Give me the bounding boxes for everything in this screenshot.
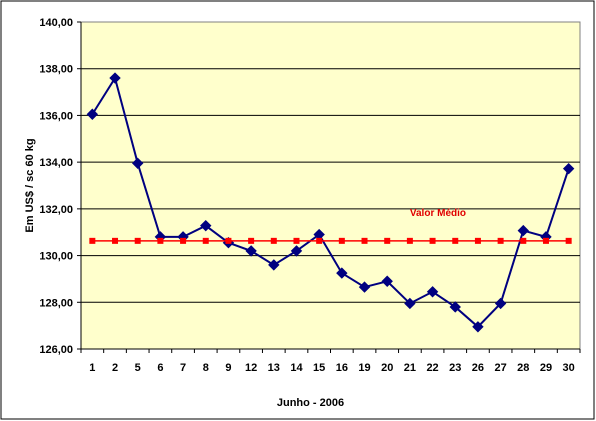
price-point	[86, 108, 99, 120]
average-annotation: Valor Médio	[410, 208, 466, 219]
average-point	[361, 237, 368, 244]
x-tick-label: 9	[225, 362, 231, 374]
y-tick-label: 140,00	[39, 17, 73, 29]
price-point	[426, 286, 439, 298]
price-point	[562, 162, 575, 175]
x-tick-label: 1	[89, 362, 95, 374]
average-point	[180, 237, 187, 244]
y-tick-label: 136,00	[39, 110, 73, 122]
x-tick-label: 8	[203, 362, 209, 374]
x-axis-title: Junho - 2006	[277, 397, 344, 409]
price-point	[131, 157, 144, 170]
average-point	[225, 237, 232, 244]
average-point	[452, 237, 459, 244]
price-point	[336, 267, 348, 279]
average-point	[270, 237, 277, 244]
average-point	[565, 237, 572, 244]
y-tick-label: 128,00	[39, 297, 73, 309]
x-tick-label: 29	[540, 362, 552, 374]
x-tick-label: 28	[517, 362, 529, 374]
x-tick-label: 12	[245, 362, 257, 374]
price-point	[404, 297, 416, 310]
average-point	[202, 237, 209, 244]
x-tick-label: 26	[472, 362, 484, 374]
average-point	[520, 237, 527, 244]
y-tick-label: 132,00	[39, 204, 73, 216]
x-tick-label: 22	[426, 362, 438, 374]
price-point	[290, 245, 303, 257]
average-point	[497, 237, 504, 244]
y-tick-label: 134,00	[39, 157, 73, 169]
average-point	[89, 237, 96, 244]
average-point	[112, 237, 119, 244]
average-point	[429, 237, 436, 244]
x-tick-label: 30	[563, 362, 575, 374]
x-tick-label: 15	[313, 362, 325, 374]
y-tick-label: 130,00	[39, 251, 73, 263]
average-point	[157, 237, 164, 244]
average-point	[248, 237, 255, 244]
series-layer	[86, 72, 575, 333]
average-point	[293, 237, 300, 244]
x-tick-label: 19	[358, 362, 370, 374]
price-point	[109, 72, 121, 84]
x-tick-label: 16	[336, 362, 348, 374]
average-point	[542, 237, 549, 244]
average-series	[89, 237, 572, 244]
average-point	[384, 237, 391, 244]
price-line	[91, 75, 570, 329]
x-tick-label: 7	[180, 362, 186, 374]
plot-area	[80, 21, 581, 350]
price-series	[86, 72, 575, 333]
average-point	[316, 237, 323, 244]
price-point	[268, 259, 280, 271]
x-tick-label: 14	[290, 362, 303, 374]
y-axis-ticks: 126,00 128,00 130,00 132,00 134,00 136,00 138,…	[39, 17, 82, 356]
y-axis-title: Em US$ / sc 60 kg	[24, 138, 36, 232]
x-tick-label: 6	[157, 362, 163, 374]
x-tick-label: 20	[381, 362, 393, 374]
x-tick-label: 27	[494, 362, 506, 374]
y-tick-label: 126,00	[39, 344, 73, 356]
average-point	[134, 237, 141, 244]
x-tick-label: 21	[404, 362, 416, 374]
average-point	[406, 237, 413, 244]
price-point	[245, 245, 257, 257]
price-point	[200, 219, 212, 232]
x-tick-label: 13	[268, 362, 280, 374]
x-tick-label: 23	[449, 362, 461, 374]
x-tick-label: 2	[112, 362, 118, 374]
price-point	[381, 275, 393, 287]
y-tick-label: 138,00	[39, 64, 73, 76]
price-point	[358, 281, 371, 293]
average-point	[338, 237, 345, 244]
price-point	[472, 321, 484, 333]
price-point	[517, 224, 530, 237]
price-point	[494, 297, 507, 310]
price-point	[449, 301, 461, 313]
x-axis-ticks: 1 2 5 6 7 8 9 12 13 14 15 16 19 20 21 22 23 26 27 28 29 30	[80, 348, 581, 374]
average-point	[474, 237, 481, 244]
x-tick-label: 5	[135, 362, 141, 374]
